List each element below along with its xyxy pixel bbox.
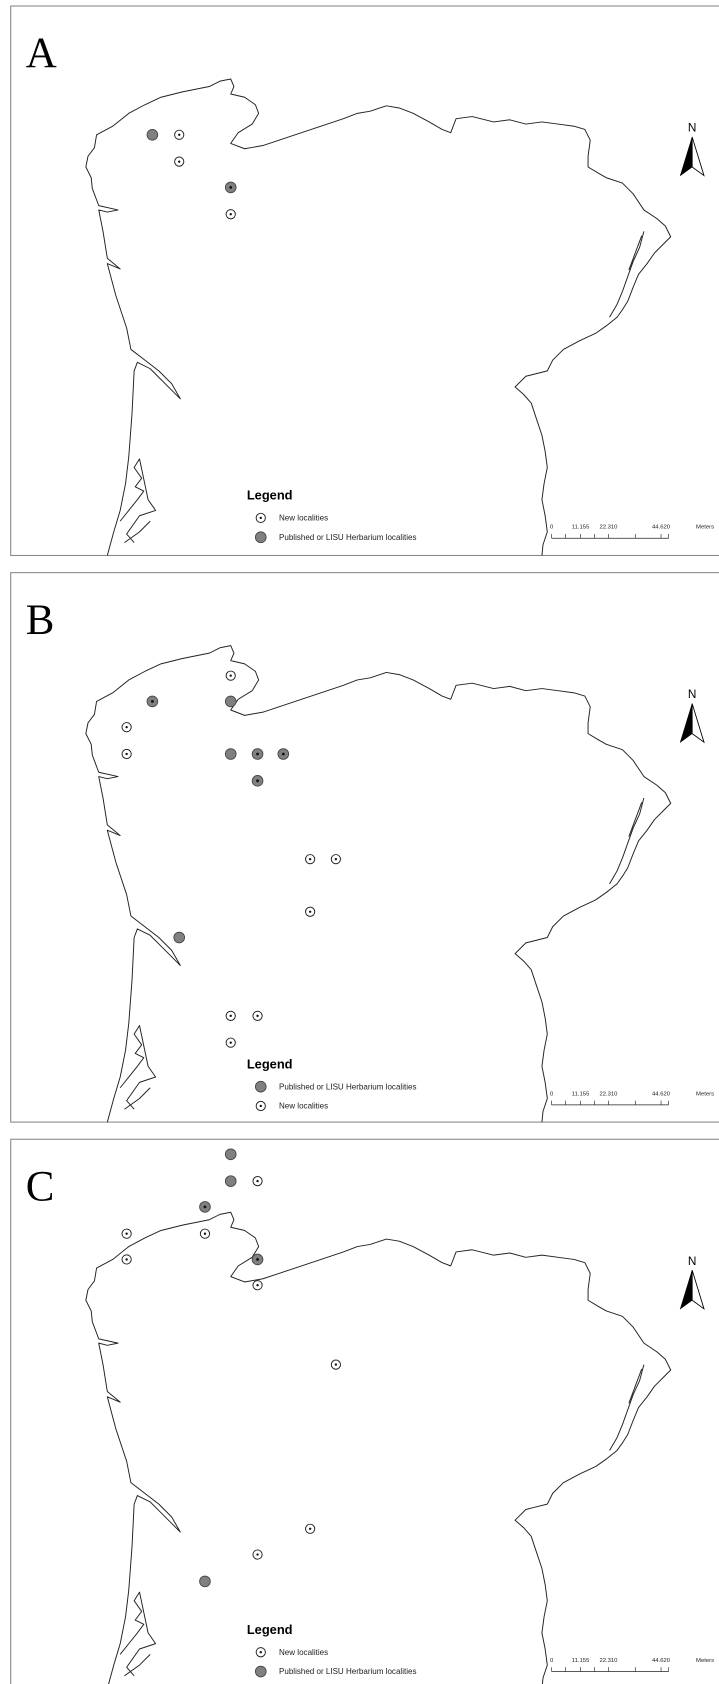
- marker-dot: [281, 752, 285, 756]
- marker-dot: [150, 700, 154, 703]
- marker-dot: [125, 725, 128, 729]
- published-locality-marker: [224, 1148, 237, 1161]
- marker-dot: [203, 1232, 207, 1235]
- legend-item: Published or LISU Herbarium localities: [279, 1667, 416, 1676]
- marker-dot: [256, 1258, 259, 1261]
- marker-dot: [229, 1014, 232, 1018]
- published-locality-marker: [173, 931, 186, 944]
- marker-dot: [125, 1232, 128, 1235]
- panel-label: C: [26, 1163, 55, 1210]
- scale-label: 22.310: [599, 1091, 618, 1097]
- marker-dot: [203, 1205, 207, 1209]
- marker-dot: [259, 516, 262, 520]
- legend-item: New localities: [279, 514, 328, 523]
- legend-item: Published or LISU Herbarium localities: [279, 533, 416, 542]
- published-locality-marker: [224, 1175, 237, 1187]
- marker-dot: [178, 160, 181, 163]
- scale-label: Meters: [696, 1658, 714, 1664]
- north-label: N: [688, 687, 697, 701]
- panel-frame: [10, 572, 719, 1123]
- map-panel: B N Legend Published or LISU Herbarium loca…: [10, 572, 719, 1123]
- scale-label: Meters: [696, 525, 714, 531]
- legend-item: New localities: [279, 1102, 328, 1111]
- scale-label: 0: [550, 525, 554, 531]
- scale-label: 0: [550, 1658, 554, 1664]
- marker-dot: [125, 752, 128, 756]
- marker-dot: [125, 1258, 128, 1261]
- published-locality-marker: [224, 695, 237, 708]
- scale-label: Meters: [696, 1091, 714, 1097]
- north-label: N: [688, 121, 697, 135]
- north-arrow: [691, 703, 705, 744]
- published-locality-marker: [254, 531, 267, 544]
- published-locality-marker: [146, 129, 159, 141]
- published-locality-marker: [254, 1665, 267, 1678]
- marker-dot: [308, 1527, 312, 1530]
- panel-label: B: [26, 597, 55, 644]
- scale-label: 0: [550, 1091, 554, 1097]
- marker-dot: [229, 1041, 232, 1044]
- marker-dot: [308, 857, 312, 861]
- scale-label: 44.620: [652, 525, 671, 531]
- marker-dot: [229, 674, 232, 677]
- marker-dot: [334, 857, 338, 861]
- panel-frame: [10, 5, 719, 557]
- marker-dot: [256, 1284, 259, 1287]
- marker-dot: [256, 1553, 259, 1556]
- panel-label: A: [26, 30, 57, 77]
- marker-dot: [259, 1104, 262, 1108]
- marker-dot: [178, 133, 181, 136]
- scale-label: 22.310: [599, 525, 618, 531]
- scale-label: 44.620: [652, 1658, 671, 1664]
- scale-label: 44.620: [652, 1091, 671, 1097]
- map-panel: A N Legend New localities Published or LISU …: [10, 5, 719, 557]
- legend-title: Legend: [247, 1056, 293, 1071]
- north-label: N: [688, 1254, 697, 1268]
- marker-dot: [229, 213, 232, 216]
- scale-label: 11.155: [572, 525, 590, 531]
- published-locality-marker: [224, 748, 237, 760]
- marker-dot: [334, 1363, 338, 1366]
- marker-dot: [256, 1179, 259, 1183]
- marker-dot: [256, 779, 259, 783]
- published-locality-marker: [254, 1080, 267, 1093]
- legend-title: Legend: [247, 488, 293, 503]
- scale-label: 22.310: [599, 1658, 618, 1664]
- scale-label: 11.155: [572, 1091, 590, 1097]
- published-locality-marker: [199, 1575, 211, 1588]
- legend-title: Legend: [247, 1622, 293, 1637]
- scale-label: 11.155: [572, 1658, 590, 1664]
- marker-dot: [256, 1014, 259, 1018]
- north-arrow: [691, 1270, 705, 1310]
- marker-dot: [256, 752, 259, 756]
- panel-frame: [10, 1138, 719, 1684]
- marker-dot: [308, 910, 312, 913]
- map-panel: C N Legend New localities Published or LISU …: [10, 1138, 719, 1684]
- north-arrow: [691, 136, 705, 177]
- legend-item: Published or LISU Herbarium localities: [279, 1082, 416, 1091]
- marker-dot: [259, 1651, 262, 1654]
- legend-item: New localities: [279, 1648, 328, 1657]
- marker-dot: [229, 185, 233, 189]
